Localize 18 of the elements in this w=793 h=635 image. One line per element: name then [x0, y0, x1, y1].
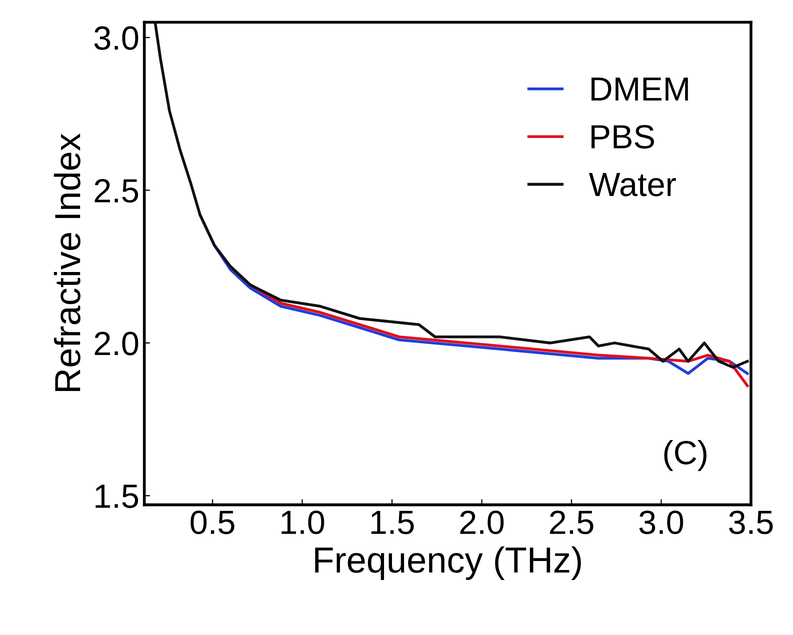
x-tick-label: 1.0 [282, 510, 324, 534]
x-axis-title: Frequency (THz) [315, 546, 581, 580]
x-tick-label: 1.5 [371, 510, 414, 534]
x-tick-label: 0.5 [190, 510, 234, 534]
y-tick-label: 1.5 [96, 484, 138, 508]
legend-label: PBS [592, 124, 654, 149]
line-series [154, 22, 749, 369]
x-tick-label: 3.0 [639, 510, 684, 534]
y-tick-label: 3.0 [94, 26, 138, 50]
y-tick-label: 2.0 [94, 332, 138, 356]
y-tick-label: 2.5 [94, 179, 138, 203]
legend-label: Water [588, 173, 676, 196]
x-tick-label: 2.5 [550, 510, 594, 534]
x-tick-label: 2.0 [460, 510, 504, 534]
y-axis-title: Refractive Index [54, 133, 80, 392]
annotation: (C) [664, 440, 706, 472]
legend-label: DMEM [592, 78, 688, 101]
x-tick-label: 3.5 [729, 510, 773, 534]
